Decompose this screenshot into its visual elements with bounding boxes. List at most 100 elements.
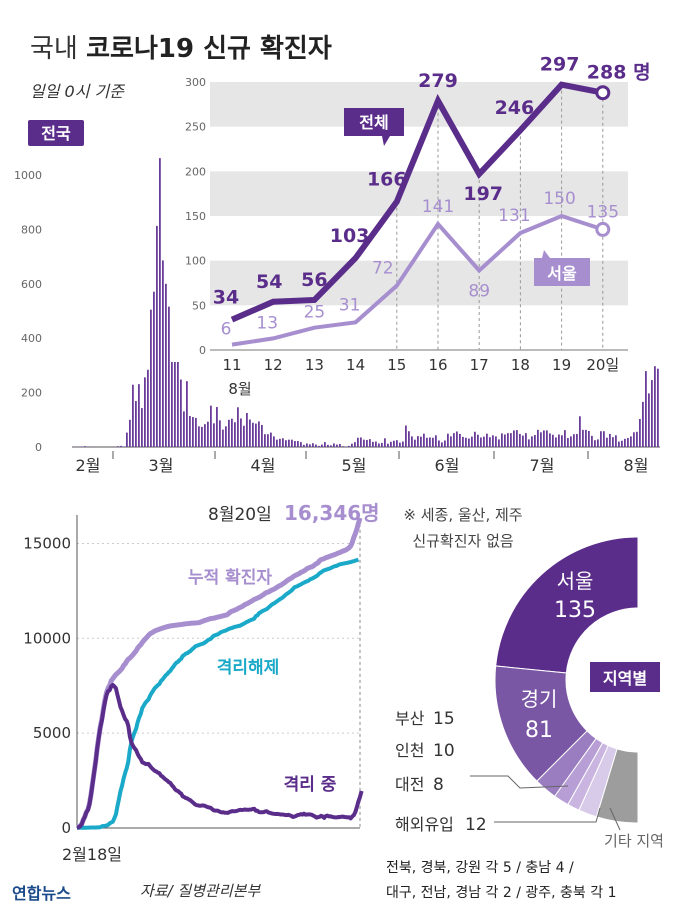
national-daily-bar: [126, 432, 128, 447]
regional-gyeonggi-value: 81: [525, 718, 553, 743]
national-daily-bar: [120, 445, 122, 447]
source-note: 자료/ 질병관리본부: [140, 882, 261, 900]
national-daily-bar: [195, 417, 197, 447]
inset-seoul-series-name: 서울: [547, 264, 577, 283]
national-daily-bar: [285, 440, 287, 447]
national-daily-bar: [471, 436, 473, 447]
national-daily-bar: [609, 433, 611, 447]
inset-total-value-label: 166: [367, 169, 407, 191]
national-daily-bar: [579, 416, 581, 447]
cumulative-total-line: [76, 517, 363, 830]
national-daily-bar: [648, 393, 650, 447]
national-daily-bar: [273, 436, 275, 447]
inset-total-tag: [344, 108, 404, 146]
national-daily-bar: [477, 434, 479, 447]
national-daily-bar: [459, 433, 461, 447]
national-daily-bar: [516, 430, 518, 447]
national-daily-bar: [276, 439, 278, 447]
inset-y-tick-label: 300: [185, 76, 206, 89]
national-daily-bar: [135, 401, 137, 447]
national-daily-bar: [462, 436, 464, 447]
regional-callout-label: 인천: [395, 741, 424, 760]
national-daily-bar: [591, 435, 593, 447]
national-daily-bar: [315, 444, 317, 447]
national-daily-bar: [84, 446, 86, 447]
national-daily-bar: [267, 434, 269, 447]
national-daily-bar: [588, 430, 590, 447]
national-daily-bar: [354, 442, 356, 447]
national-daily-bar: [225, 426, 227, 447]
inset-x-tick-label: 11: [222, 356, 241, 374]
national-daily-bar: [165, 283, 167, 447]
national-daily-bar: [447, 433, 449, 447]
cumulative-start-date-label: 2월18일: [62, 845, 122, 864]
regional-note-line: 신규확진자 없음: [412, 532, 513, 550]
national-daily-bar: [429, 437, 431, 447]
inset-seoul-value-label: 13: [256, 313, 278, 333]
national-daily-bar: [348, 445, 350, 447]
national-daily-bar: [624, 438, 626, 447]
news-logo: 연합뉴스: [12, 884, 71, 903]
inset-x-tick-label: 17: [470, 356, 489, 374]
regional-label-pill: [590, 662, 660, 692]
national-daily-bar: [387, 443, 389, 447]
inset-total-value-label: 246: [495, 97, 535, 119]
inset-seoul-line: [231, 213, 604, 347]
regional-callout-value: 8: [433, 775, 444, 795]
inset-seoul-tag: [534, 250, 590, 286]
national-daily-bar: [360, 437, 362, 447]
national-month-label: 2월: [76, 456, 101, 475]
national-daily-bar: [558, 434, 560, 447]
national-daily-bar: [402, 441, 404, 447]
national-daily-bar: [456, 431, 458, 447]
regional-callout-value: 15: [433, 709, 455, 729]
national-daily-bar: [630, 436, 632, 447]
inset-seoul-value-label: 25: [304, 303, 326, 323]
regional-other-detail-line: 대구, 전남, 경남 각 2 / 광주, 충북 각 1: [386, 885, 617, 901]
national-daily-bar: [528, 439, 530, 447]
national-daily-bar: [420, 436, 422, 447]
regional-seoul-value: 135: [554, 598, 596, 623]
national-daily-bar: [441, 442, 443, 447]
national-daily-bar: [258, 421, 260, 447]
national-y-tick-label: 200: [21, 387, 42, 400]
national-daily-bar: [570, 436, 572, 447]
national-daily-bar: [549, 433, 551, 447]
inset-y-tick-label: 0: [199, 344, 206, 357]
national-daily-bar: [633, 432, 635, 447]
national-daily-bar: [450, 436, 452, 447]
national-daily-bar: [87, 446, 89, 447]
national-y-tick-label: 400: [21, 332, 42, 345]
national-daily-bar: [600, 431, 602, 447]
inset-x-tick-label: 12: [264, 356, 283, 374]
inset-x-tick-label: 13: [305, 356, 324, 374]
national-daily-bar: [150, 309, 152, 447]
national-daily-bar: [309, 444, 311, 447]
national-daily-bar: [414, 439, 416, 447]
national-daily-bar: [396, 440, 398, 447]
inset-total-line: [230, 81, 604, 323]
national-daily-bar: [468, 438, 470, 447]
national-daily-bar: [480, 437, 482, 447]
inset-seoul-value-label: 141: [422, 197, 454, 217]
inset-month-note: 8월: [228, 380, 251, 398]
inset-seoul-value-label: 150: [543, 189, 575, 209]
national-daily-bar: [183, 411, 185, 447]
national-daily-bar: [393, 440, 395, 447]
national-month-label: 4월: [251, 456, 276, 475]
national-daily-bar: [489, 437, 491, 447]
national-daily-bar: [381, 442, 383, 447]
cumulative-end-date-label: 8월20일: [208, 505, 272, 525]
national-daily-bar: [636, 431, 638, 447]
inset-seoul-value-label: 131: [498, 206, 530, 226]
national-daily-bar: [306, 443, 308, 447]
national-label: 전국: [41, 124, 71, 143]
national-daily-bar: [438, 440, 440, 447]
national-daily-bar: [531, 436, 533, 447]
national-daily-bar: [513, 430, 515, 447]
national-daily-bar: [282, 438, 284, 447]
national-daily-bar: [363, 439, 365, 447]
page-title: 국내 코로나19 신규 확진자: [30, 34, 332, 64]
national-daily-bar: [444, 440, 446, 447]
